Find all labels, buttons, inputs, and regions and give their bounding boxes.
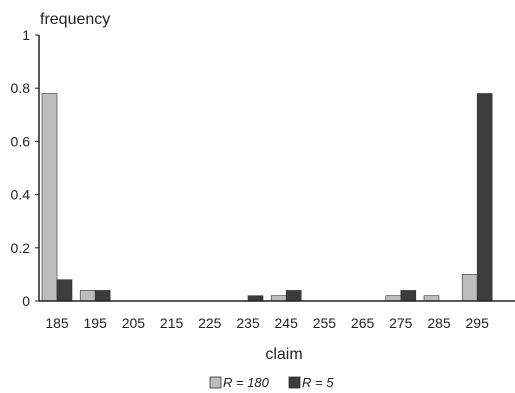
- y-tick-label: 0.4: [11, 187, 31, 203]
- bar-r5-195: [94, 290, 111, 302]
- bar-r180-185: [41, 93, 58, 302]
- bar-r5-235: [247, 295, 264, 302]
- legend-label-r180: R = 180: [223, 375, 270, 390]
- x-ticks: 185 195 205 215 225 235 245 255 265 275 285 295: [45, 315, 489, 331]
- bar-r180-195: [79, 290, 96, 302]
- y-tick-label: 0.2: [11, 240, 31, 256]
- bar-r5-245: [285, 290, 302, 302]
- legend: R = 180 R = 5: [209, 375, 334, 390]
- x-tick-label-185: 185: [45, 315, 69, 331]
- bars-layer: [41, 93, 493, 302]
- x-tick-label-275: 275: [389, 315, 413, 331]
- x-tick-label-215: 215: [160, 315, 184, 331]
- y-ticks: 0 0.2 0.4 0.6 0.8 1: [11, 27, 39, 309]
- x-tick-label-265: 265: [351, 315, 375, 331]
- bar-r180-245: [270, 295, 287, 302]
- y-axis-title: frequency: [40, 11, 110, 28]
- x-tick-label-295: 295: [466, 315, 490, 331]
- x-axis-title: claim: [265, 346, 302, 363]
- bar-r5-275: [400, 290, 417, 302]
- x-tick-label-255: 255: [313, 315, 337, 331]
- bar-r180-295: [461, 274, 478, 302]
- x-tick-label-245: 245: [275, 315, 299, 331]
- y-tick-label: 0.8: [11, 80, 31, 96]
- bar-r5-185: [56, 279, 73, 302]
- legend-label-r5: R = 5: [302, 375, 334, 390]
- bar-r5-295: [476, 93, 493, 302]
- y-tick-label: 0.6: [11, 133, 31, 149]
- y-tick-label: 0: [22, 293, 30, 309]
- x-tick-label-235: 235: [236, 315, 260, 331]
- x-tick-label-205: 205: [122, 315, 146, 331]
- bar-r180-275: [385, 295, 402, 302]
- legend-swatch-r180: [209, 376, 222, 389]
- x-tick-label-285: 285: [427, 315, 451, 331]
- y-tick-label: 1: [22, 27, 30, 43]
- legend-swatch-r5: [288, 376, 301, 389]
- x-tick-label-225: 225: [198, 315, 222, 331]
- x-tick-label-195: 195: [84, 315, 108, 331]
- bar-r180-285: [423, 295, 440, 302]
